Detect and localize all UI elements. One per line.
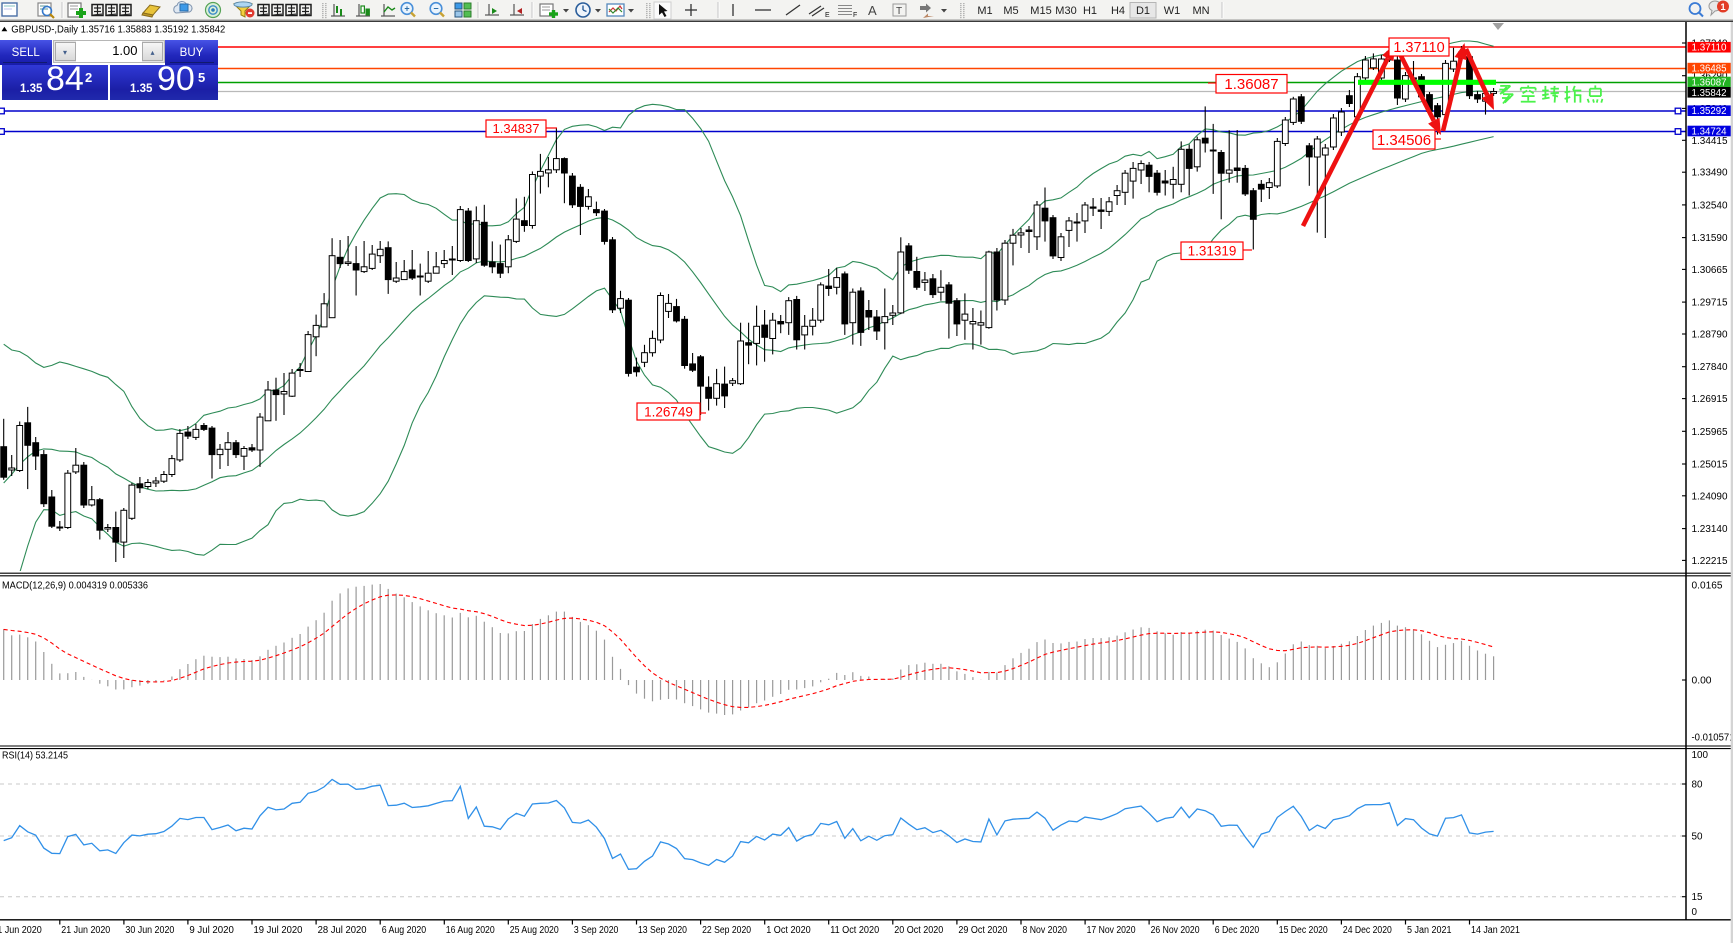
svg-text:1.33490: 1.33490 [1692,168,1729,179]
svg-text:0.00: 0.00 [1692,676,1713,687]
svg-text:1.35842: 1.35842 [1692,88,1727,99]
svg-text:1.34415: 1.34415 [1692,136,1729,147]
svg-text:1.28790: 1.28790 [1692,330,1729,341]
svg-text:H1: H1 [1083,5,1097,17]
svg-text:6 Aug 2020: 6 Aug 2020 [382,925,427,936]
svg-text:1.36485: 1.36485 [1692,64,1728,75]
svg-text:M1: M1 [977,5,992,17]
svg-text:3 Sep 2020: 3 Sep 2020 [574,925,619,936]
svg-text:1.34506: 1.34506 [1377,132,1431,149]
svg-text:1.34837: 1.34837 [493,121,540,136]
svg-text:1.25965: 1.25965 [1692,427,1729,438]
svg-text:1.31319: 1.31319 [1188,244,1237,259]
svg-text:M5: M5 [1003,5,1018,17]
svg-text:1.22215: 1.22215 [1692,556,1729,567]
svg-text:8 Nov 2020: 8 Nov 2020 [1023,925,1068,936]
svg-text:F: F [853,12,857,19]
svg-text:1.37110: 1.37110 [1692,43,1728,54]
svg-text:1.36087: 1.36087 [1692,78,1727,89]
svg-text:1.35292: 1.35292 [1692,106,1727,117]
svg-text:−: − [433,4,438,14]
svg-text:H4: H4 [1111,5,1125,17]
svg-text:0: 0 [1692,907,1698,918]
svg-text:1.34724: 1.34724 [1692,127,1728,138]
svg-text:80: 80 [1692,780,1704,791]
svg-text:M15: M15 [1030,5,1051,17]
svg-text:22 Sep 2020: 22 Sep 2020 [702,925,751,936]
svg-text:D1: D1 [1136,5,1150,17]
svg-text:21 Jun 2020: 21 Jun 2020 [61,925,110,936]
svg-text:29 Oct 2020: 29 Oct 2020 [958,925,1007,936]
svg-text:1.30665: 1.30665 [1692,265,1729,276]
svg-text:6 Dec 2020: 6 Dec 2020 [1215,925,1260,936]
svg-text:1.29715: 1.29715 [1692,298,1729,309]
svg-text:15: 15 [1692,892,1704,903]
svg-text:-0.010571: -0.010571 [1692,732,1733,743]
svg-text:1.36087: 1.36087 [1224,76,1278,93]
svg-text:1 Oct 2020: 1 Oct 2020 [766,925,811,936]
svg-text:16 Aug 2020: 16 Aug 2020 [446,925,495,936]
svg-text:28 Jul 2020: 28 Jul 2020 [318,925,367,936]
svg-text:1.27840: 1.27840 [1692,362,1729,373]
svg-text:GBPUSD-,Daily 1.35716 1.35883: GBPUSD-,Daily 1.35716 1.35883 1.35192 1.… [11,25,225,36]
svg-text:1.31590: 1.31590 [1692,233,1729,244]
svg-text:0.0165: 0.0165 [1692,580,1724,591]
svg-text:MN: MN [1192,5,1209,17]
svg-text:M30: M30 [1055,5,1076,17]
svg-text:20 Oct 2020: 20 Oct 2020 [894,925,943,936]
svg-text:1.26749: 1.26749 [644,404,693,419]
svg-text:1 Jun 2020: 1 Jun 2020 [0,925,42,936]
svg-text:1.37110: 1.37110 [1393,40,1444,56]
svg-text:E: E [825,12,830,19]
svg-text:24 Dec 2020: 24 Dec 2020 [1343,925,1392,936]
svg-text:1.25015: 1.25015 [1692,460,1729,471]
svg-text:1.26915: 1.26915 [1692,394,1729,405]
svg-text:A: A [868,3,877,18]
svg-text:30 Jun 2020: 30 Jun 2020 [125,925,174,936]
svg-text:25 Aug 2020: 25 Aug 2020 [510,925,559,936]
svg-text:13 Sep 2020: 13 Sep 2020 [638,925,687,936]
svg-text:1.23140: 1.23140 [1692,524,1729,535]
svg-text:9 Jul 2020: 9 Jul 2020 [189,925,234,936]
svg-text:17 Nov 2020: 17 Nov 2020 [1087,925,1136,936]
svg-text:15 Dec 2020: 15 Dec 2020 [1279,925,1328,936]
svg-text:19 Jul 2020: 19 Jul 2020 [254,925,303,936]
svg-text:W1: W1 [1164,5,1181,17]
svg-text:T: T [896,6,902,17]
svg-text:14 Jan 2021: 14 Jan 2021 [1471,925,1520,936]
svg-text:100: 100 [1692,750,1709,761]
svg-text:RSI(14) 53.2145: RSI(14) 53.2145 [2,751,68,762]
svg-text:MACD(12,26,9) 0.004319 0.00533: MACD(12,26,9) 0.004319 0.005336 [2,581,148,592]
svg-text:+: + [404,4,409,14]
svg-text:5 Jan 2021: 5 Jan 2021 [1407,925,1452,936]
svg-text:26 Nov 2020: 26 Nov 2020 [1151,925,1200,936]
svg-text:1: 1 [1720,2,1726,13]
svg-text:11 Oct 2020: 11 Oct 2020 [830,925,879,936]
svg-text:1.24090: 1.24090 [1692,491,1729,502]
svg-text:50: 50 [1692,832,1704,843]
svg-text:1.32540: 1.32540 [1692,200,1729,211]
